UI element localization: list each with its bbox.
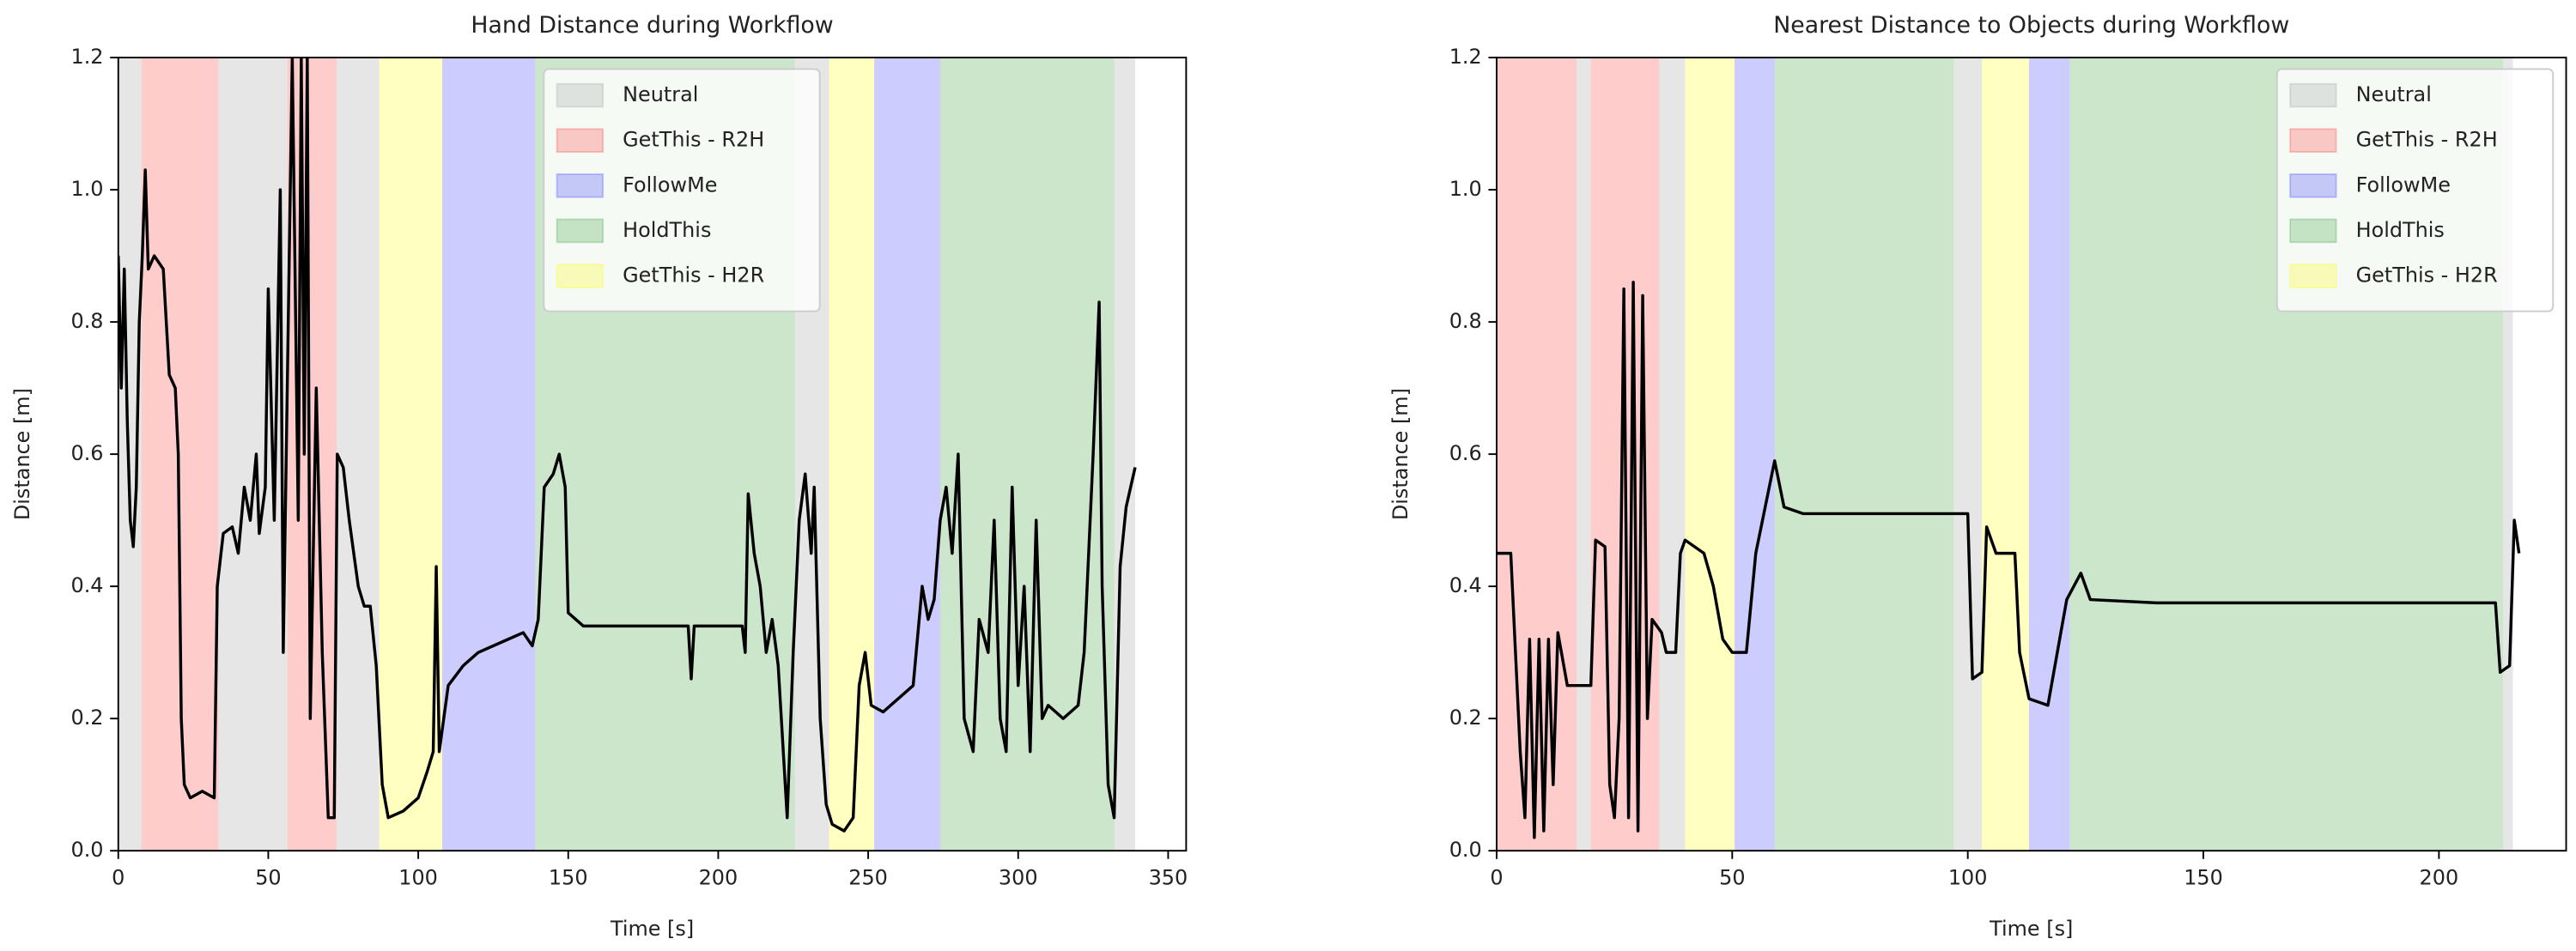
legend-swatch [556, 218, 605, 244]
legend-swatch [556, 263, 605, 288]
x-tick-label: 300 [999, 866, 1038, 890]
phase-span [829, 58, 875, 851]
x-tick-label: 50 [1719, 866, 1745, 890]
phase-span [874, 58, 940, 851]
legend-swatch [556, 173, 605, 198]
x-tick-label: 250 [848, 866, 888, 890]
phase-span [379, 58, 443, 851]
y-tick-label: 0.6 [71, 441, 104, 465]
phase-span [1774, 58, 1954, 851]
y-tick-label: 0.4 [71, 573, 104, 597]
legend-label: FollowMe [2356, 173, 2451, 197]
y-axis-label: Distance [m] [10, 388, 34, 520]
x-tick-label: 0 [1490, 866, 1503, 890]
data-line [118, 58, 1137, 833]
y-tick-label: 0.2 [1449, 706, 1482, 730]
legend-label: Neutral [2356, 82, 2432, 106]
legend-label: GetThis - R2H [623, 128, 764, 152]
y-tick-label: 1.2 [1449, 45, 1482, 69]
y-tick-label: 0.6 [1449, 441, 1482, 465]
legend-swatch [2289, 173, 2337, 198]
x-axis-label: Time [s] [1989, 917, 2073, 941]
y-axis-label: Distance [m] [1388, 388, 1413, 520]
phase-span [1953, 58, 1983, 851]
x-tick-label: 150 [2184, 866, 2223, 890]
legend-label: HoldThis [623, 218, 711, 242]
legend-label: GetThis - H2R [623, 263, 764, 288]
x-tick-label: 200 [2420, 866, 2459, 890]
phase-span [141, 58, 219, 851]
y-tick-label: 0.4 [1449, 573, 1482, 597]
phase-span [1982, 58, 2030, 851]
y-tick-label: 0.2 [71, 706, 104, 730]
legend-box [2275, 68, 2555, 312]
legend-label: HoldThis [2356, 218, 2445, 242]
phase-span [218, 58, 288, 851]
legend-swatch [2289, 128, 2337, 154]
x-tick-label: 0 [112, 866, 125, 890]
legend-label: Neutral [623, 82, 698, 106]
phase-span [1685, 58, 1735, 851]
chart-title: Nearest Distance to Objects during Workf… [1773, 12, 2289, 39]
legend-label: FollowMe [623, 173, 717, 197]
phase-span [442, 58, 536, 851]
phase-span [2029, 58, 2070, 851]
plot-area [118, 58, 1137, 851]
y-tick-label: 0.8 [71, 309, 104, 333]
x-tick-label: 150 [549, 866, 588, 890]
y-tick-label: 1.0 [71, 177, 104, 201]
x-tick-label: 350 [1149, 866, 1188, 890]
x-tick-label: 100 [398, 866, 438, 890]
y-tick-label: 0.8 [1449, 309, 1482, 333]
phase-span [1735, 58, 1775, 851]
x-axis-label: Time [s] [610, 917, 694, 941]
x-tick-label: 100 [1948, 866, 1988, 890]
legend-label: GetThis - H2R [2356, 263, 2498, 288]
phase-span [939, 58, 1115, 851]
legend-swatch [556, 82, 605, 108]
legend-box [543, 68, 821, 312]
y-tick-label: 0.0 [71, 838, 104, 862]
phase-span [1577, 58, 1591, 851]
x-tick-label: 50 [255, 866, 281, 890]
phase-span [287, 58, 337, 851]
data-line [1496, 281, 2521, 839]
phase-span [337, 58, 380, 851]
phase-span [2502, 58, 2513, 851]
legend-swatch [2289, 218, 2337, 244]
y-tick-label: 1.0 [1449, 177, 1482, 201]
legend-label: GetThis - R2H [2356, 128, 2498, 152]
x-tick-label: 200 [699, 866, 738, 890]
legend-swatch [2289, 82, 2337, 108]
chart-title: Hand Distance during Workflow [471, 12, 833, 39]
phase-span [1659, 58, 1686, 851]
y-tick-label: 1.2 [71, 45, 104, 69]
legend-swatch [556, 128, 605, 154]
y-tick-label: 0.0 [1449, 838, 1482, 862]
legend-swatch [2289, 263, 2337, 288]
